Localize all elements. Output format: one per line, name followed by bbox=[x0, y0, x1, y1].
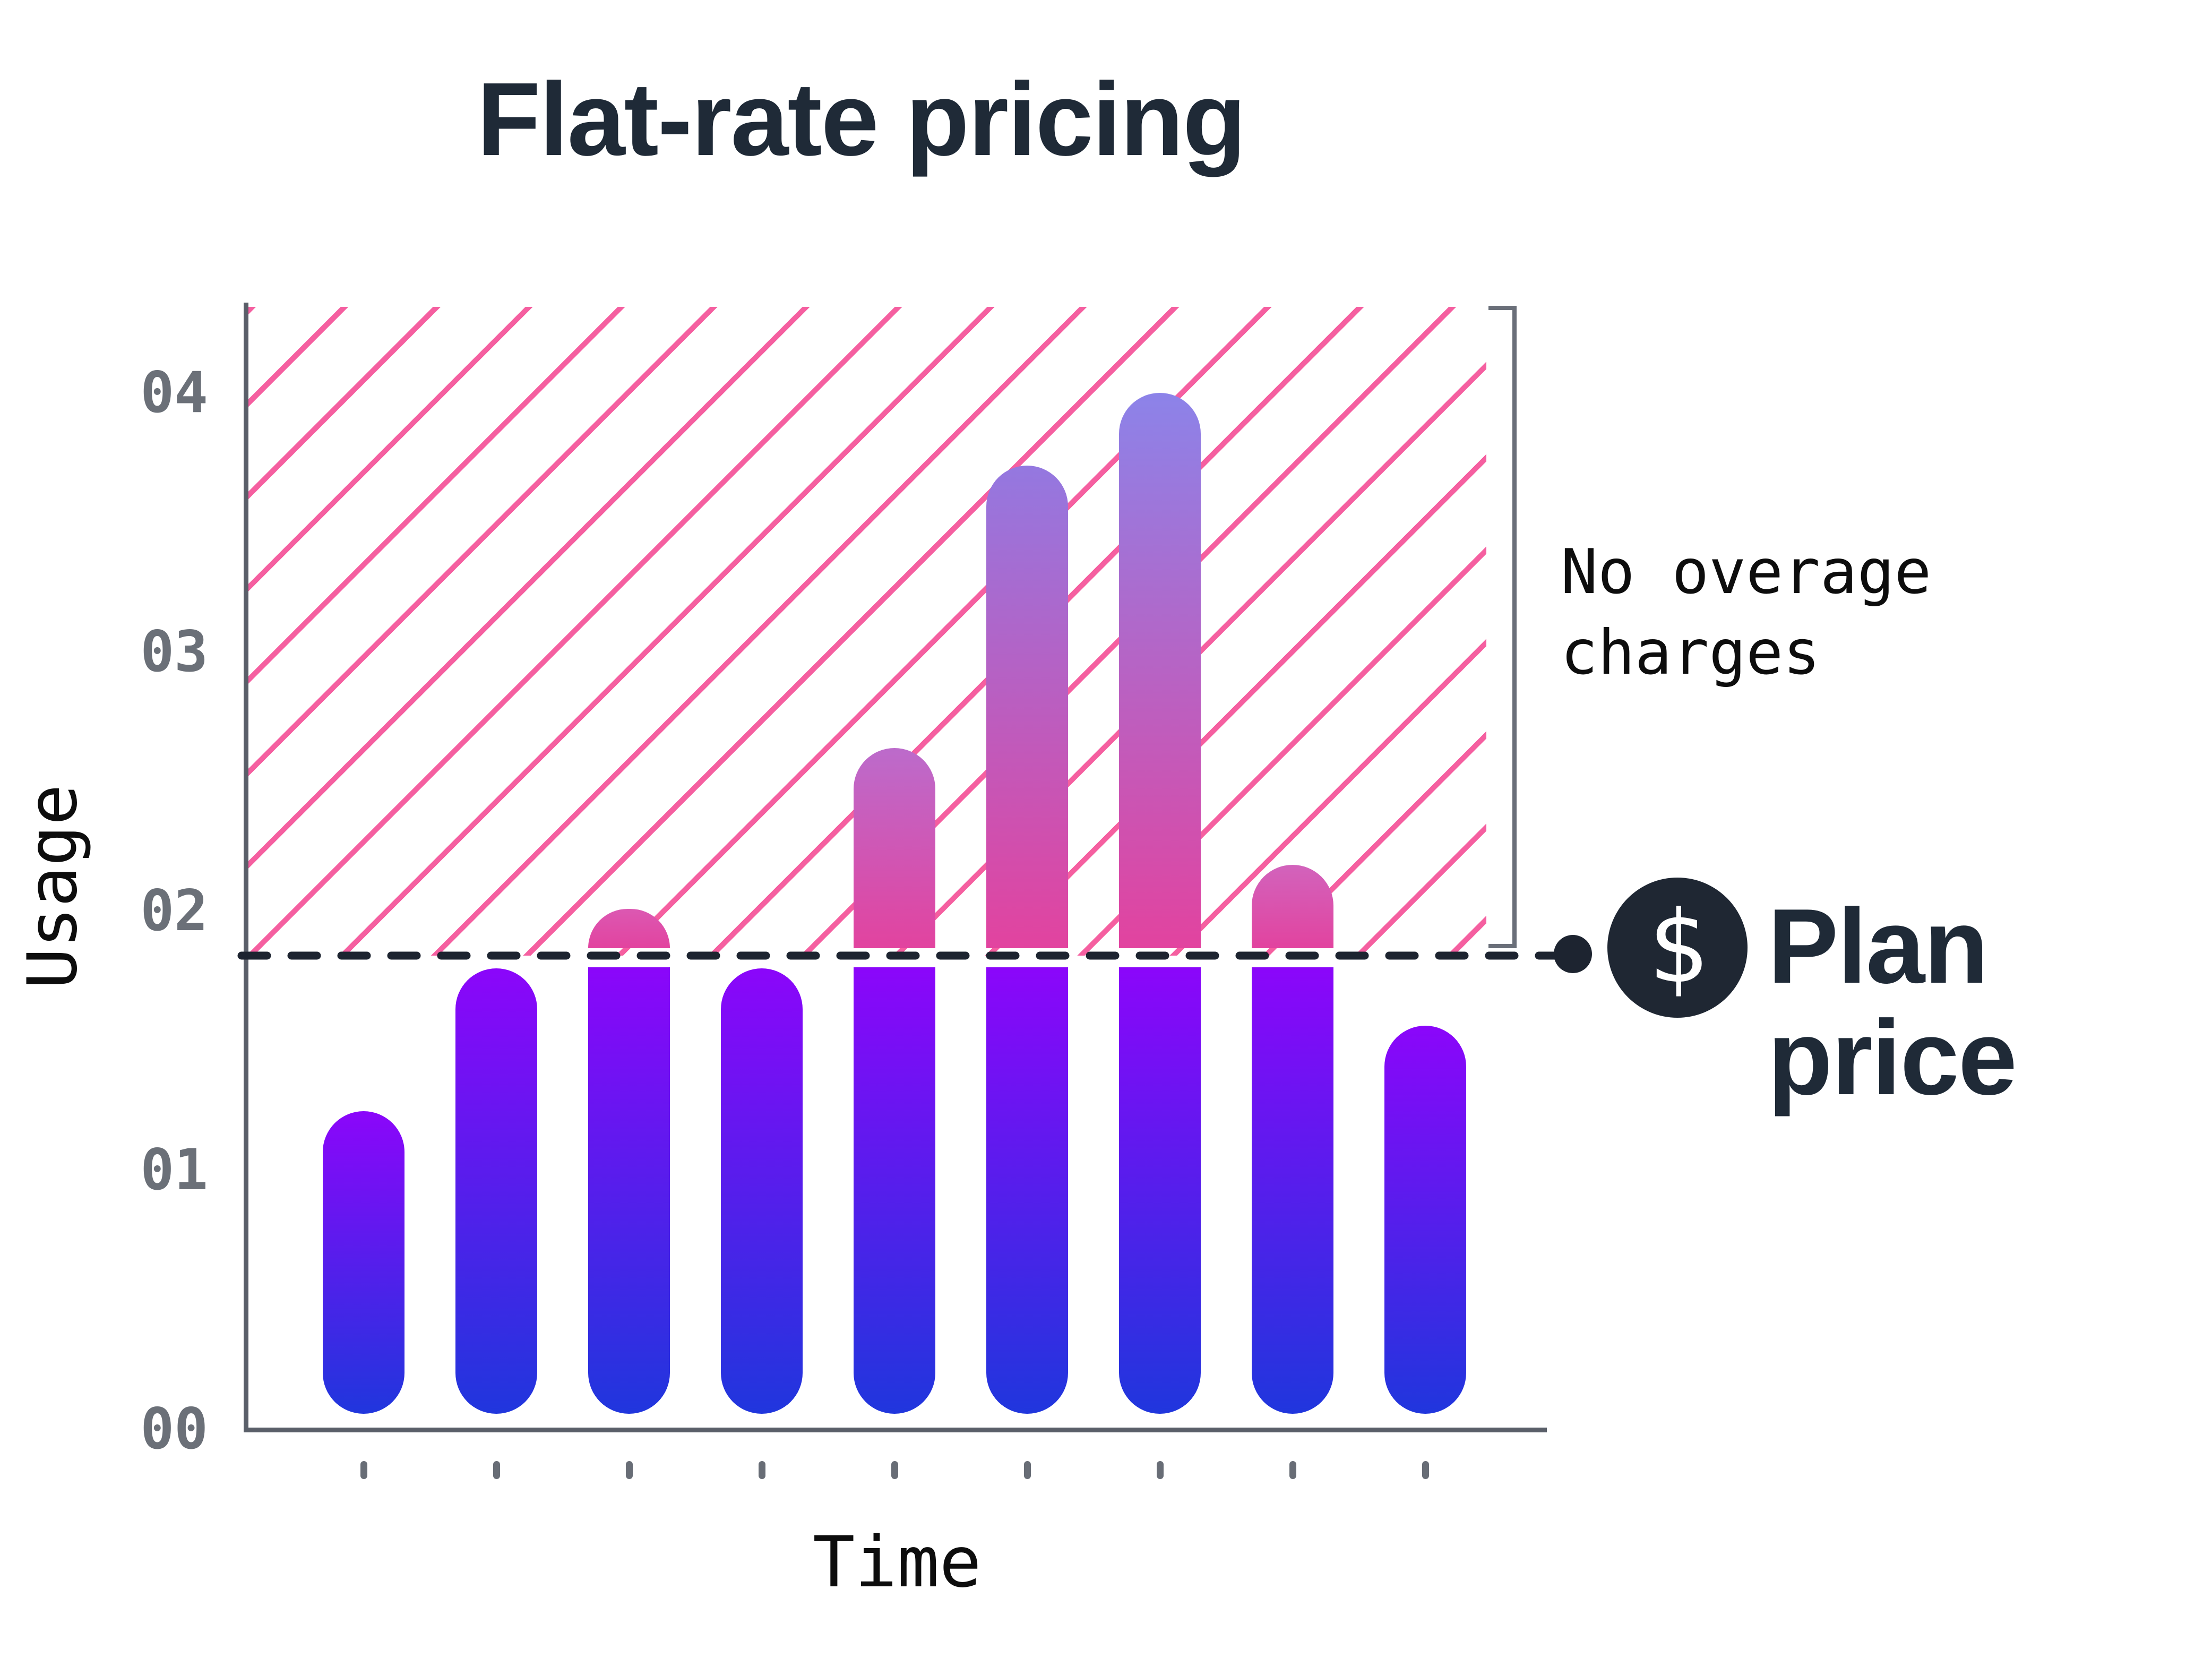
bar-under-segment bbox=[854, 967, 935, 1414]
y-tick-label-02: 02 bbox=[140, 878, 208, 943]
x-tick-mark bbox=[759, 1461, 765, 1479]
x-tick-mark bbox=[360, 1461, 367, 1479]
bar-under-segment bbox=[1119, 967, 1201, 1414]
bar-over-segment bbox=[1119, 393, 1201, 948]
overage-bracket-top-arm bbox=[1488, 306, 1517, 310]
x-tick-mark bbox=[1024, 1461, 1031, 1479]
y-axis-title: Usage bbox=[13, 784, 92, 989]
plan-price-badge: $ bbox=[1607, 878, 1748, 1018]
x-axis-title: Time bbox=[813, 1522, 982, 1603]
x-tick-mark bbox=[1422, 1461, 1429, 1479]
x-axis-line bbox=[244, 1428, 1547, 1432]
chart-title: Flat-rate pricing bbox=[477, 61, 1246, 177]
bar-under-segment bbox=[455, 968, 537, 1414]
x-tick-mark bbox=[1289, 1461, 1296, 1479]
y-tick-label-03: 03 bbox=[140, 619, 208, 684]
bar-over-segment bbox=[986, 466, 1068, 948]
plan-price-label: Plan price bbox=[1768, 887, 2017, 1117]
x-tick-mark bbox=[1157, 1461, 1164, 1479]
bar-over-segment bbox=[1252, 865, 1333, 948]
bar-under-segment bbox=[1252, 967, 1333, 1414]
bar-under-segment bbox=[588, 967, 670, 1414]
dashed-line-end-dot bbox=[1554, 935, 1592, 973]
bar-under-segment bbox=[986, 967, 1068, 1414]
y-tick-label-00: 00 bbox=[140, 1396, 208, 1462]
bar-under-segment bbox=[721, 968, 803, 1414]
bar-over-segment bbox=[854, 748, 935, 948]
no-overage-label: No overage charges bbox=[1561, 536, 1932, 689]
overage-bracket bbox=[1512, 306, 1517, 948]
y-tick-label-04: 04 bbox=[140, 360, 208, 425]
x-tick-mark bbox=[493, 1461, 500, 1479]
x-tick-mark bbox=[891, 1461, 898, 1479]
overage-bracket-bottom-arm bbox=[1488, 944, 1517, 948]
bar-under-segment bbox=[1384, 1026, 1466, 1414]
bar-under-segment bbox=[323, 1111, 404, 1414]
y-axis-line bbox=[244, 303, 248, 1432]
dollar-icon: $ bbox=[1647, 889, 1708, 1006]
x-tick-mark bbox=[626, 1461, 633, 1479]
y-tick-label-01: 01 bbox=[140, 1137, 208, 1202]
